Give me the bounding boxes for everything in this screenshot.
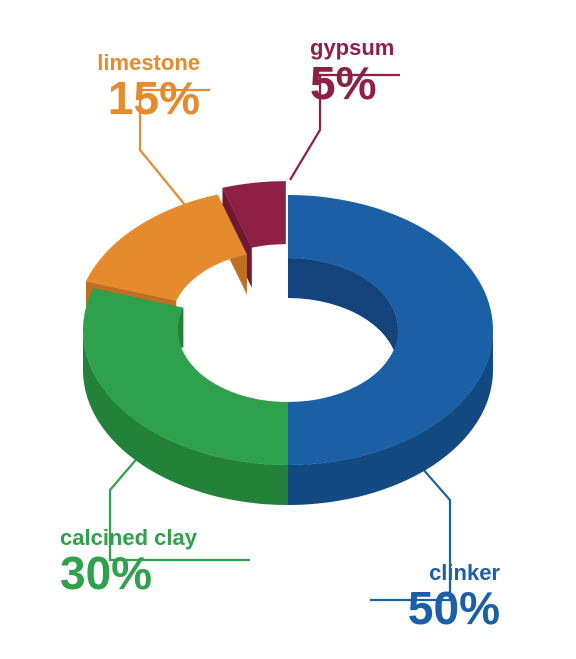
label-calcined: calcined clay30%: [60, 525, 198, 599]
label-gypsum-pct: 5%: [310, 57, 376, 109]
label-limestone: limestone15%: [97, 50, 200, 124]
label-calcined-pct: 30%: [60, 547, 152, 599]
donut: [83, 181, 493, 505]
label-clinker: clinker50%: [408, 560, 501, 634]
donut-3d-chart: clinker50% calcined clay30% limestone15% gy…: [0, 0, 576, 659]
slice-clinker: [288, 195, 493, 505]
slice-calcined: [83, 288, 288, 505]
label-limestone-pct: 15%: [108, 72, 200, 124]
label-gypsum: gypsum5%: [310, 35, 394, 109]
label-clinker-pct: 50%: [408, 582, 500, 634]
